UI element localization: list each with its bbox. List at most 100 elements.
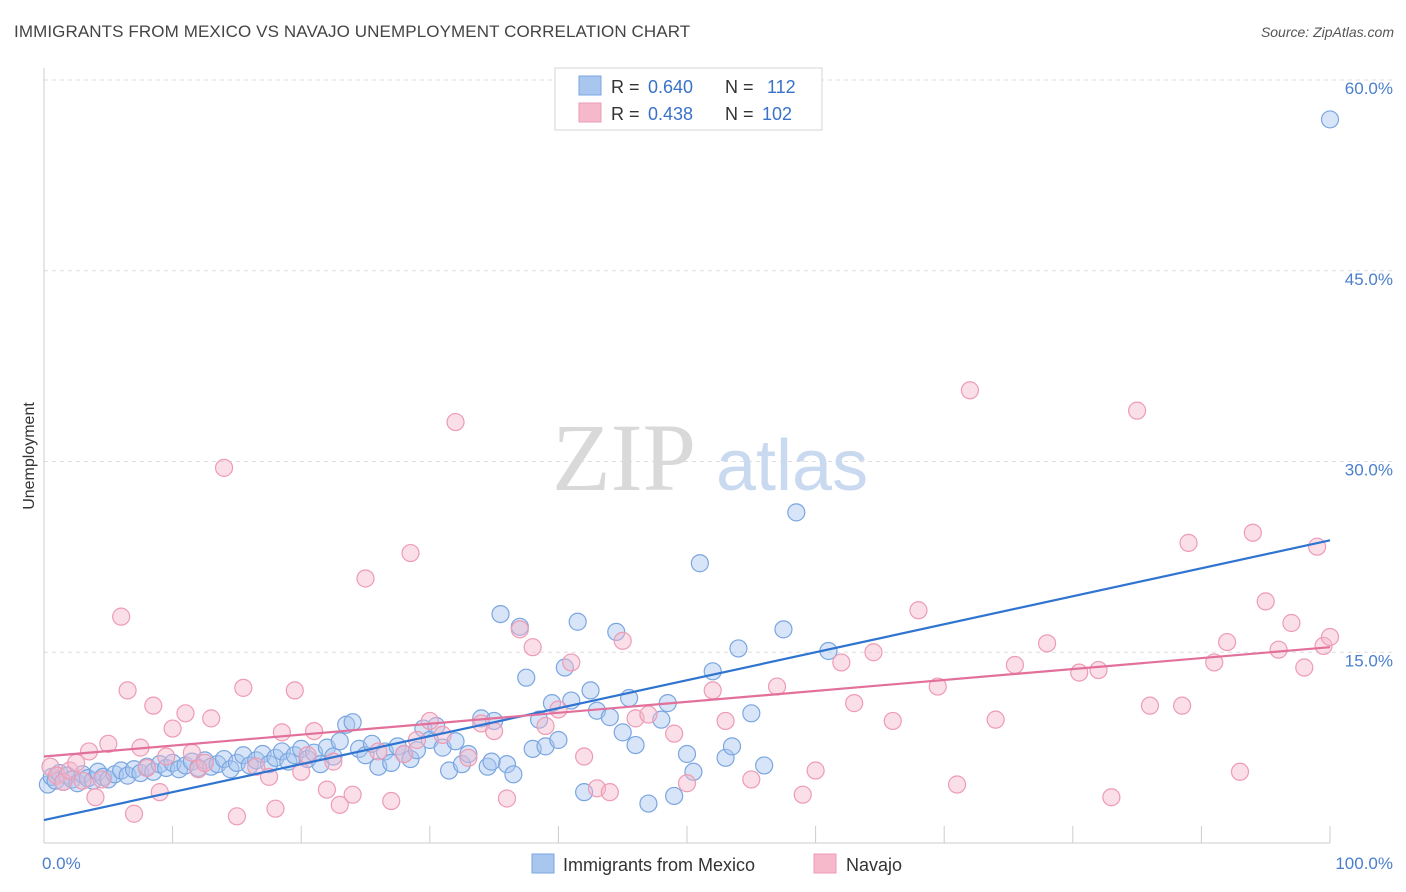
- point-navajo-9: [99, 734, 118, 753]
- point-navajo-56: [562, 653, 581, 672]
- point-mexico-106: [755, 756, 774, 775]
- point-mexico-93: [626, 735, 645, 755]
- point-navajo-34: [304, 721, 324, 741]
- point-navajo-52: [510, 620, 529, 639]
- point-navajo-37: [330, 795, 349, 814]
- y-tick-label-1: 30.0%: [1345, 461, 1393, 480]
- point-navajo-78: [960, 381, 980, 400]
- point-navajo-82: [1070, 663, 1089, 682]
- point-navajo-38: [343, 785, 362, 804]
- point-mexico-90: [607, 622, 626, 642]
- y-axis-label: Unemployment: [21, 402, 38, 510]
- point-navajo-30: [272, 723, 292, 742]
- point-navajo-98: [1314, 636, 1333, 655]
- point-navajo-48: [459, 748, 478, 767]
- point-navajo-25: [227, 807, 246, 826]
- point-navajo-87: [1173, 696, 1192, 715]
- point-navajo-92: [1243, 523, 1262, 542]
- point-navajo-65: [703, 681, 722, 700]
- point-navajo-75: [909, 601, 928, 620]
- point-mexico-74: [497, 755, 517, 774]
- point-navajo-24: [214, 458, 234, 477]
- legend-r-value-mexico: 0.640: [648, 77, 693, 97]
- chart-title: IMMIGRANTS FROM MEXICO VS NAVAJO UNEMPLO…: [14, 22, 691, 41]
- point-mexico-104: [729, 639, 748, 658]
- point-navajo-62: [639, 705, 658, 724]
- point-navajo-77: [947, 775, 967, 794]
- point-navajo-90: [1218, 632, 1237, 652]
- bottom-legend-swatch-mexico: [531, 853, 555, 874]
- point-navajo-23: [202, 709, 221, 728]
- point-navajo-8: [92, 770, 111, 789]
- point-mexico-51: [343, 713, 362, 732]
- point-navajo-42: [394, 744, 414, 764]
- point-mexico-85: [568, 612, 587, 631]
- point-mexico-73: [491, 604, 510, 624]
- point-mexico-69: [459, 744, 478, 764]
- point-navajo-43: [401, 543, 420, 563]
- point-navajo-84: [1102, 788, 1121, 807]
- point-navajo-22: [195, 753, 214, 772]
- bottom-legend-swatch-navajo: [813, 853, 837, 874]
- bottom-legend-label-mexico: Immigrants from Mexico: [563, 855, 755, 875]
- watermark: ZIP atlas: [552, 404, 868, 511]
- point-navajo-64: [677, 774, 697, 793]
- legend-n-value-navajo: 102: [762, 104, 792, 124]
- point-mexico-91: [613, 723, 632, 742]
- point-navajo-5: [73, 771, 92, 790]
- point-navajo-45: [420, 711, 439, 731]
- point-mexico-89: [600, 708, 619, 727]
- y-tick-label-0: 15.0%: [1345, 651, 1393, 670]
- point-navajo-10: [112, 607, 131, 626]
- point-mexico-75: [504, 765, 523, 784]
- bottom-legend: Immigrants from Mexico Navajo: [531, 853, 902, 875]
- point-navajo-57: [575, 747, 594, 766]
- point-navajo-96: [1295, 658, 1314, 677]
- tick-labels: 15.0% 30.0% 45.0% 60.0% 0.0% 100.0%: [42, 79, 1393, 873]
- legend-swatch-mexico: [578, 75, 602, 96]
- point-navajo-70: [806, 761, 825, 780]
- watermark-atlas: atlas: [716, 426, 868, 506]
- point-mexico-110: [482, 752, 501, 771]
- point-mexico-57: [382, 753, 401, 772]
- point-navajo-18: [163, 719, 182, 738]
- point-mexico-105: [742, 704, 761, 723]
- point-mexico-101: [703, 662, 722, 681]
- point-navajo-72: [845, 694, 864, 713]
- point-navajo-79: [986, 710, 1005, 729]
- point-mexico-107: [787, 503, 806, 522]
- point-navajo-11: [118, 681, 137, 700]
- point-navajo-67: [742, 770, 761, 789]
- point-navajo-59: [600, 783, 619, 802]
- point-navajo-83: [1089, 660, 1108, 680]
- point-navajo-54: [536, 716, 555, 736]
- chart-source: Source: ZipAtlas.com: [1260, 24, 1394, 40]
- point-mexico-108: [774, 620, 793, 639]
- point-mexico-49: [330, 732, 349, 751]
- legend-r-label-mexico: R =: [611, 77, 640, 97]
- data-points: [38, 110, 1340, 826]
- legend-swatch-navajo: [578, 102, 602, 123]
- point-mexico-97: [665, 786, 684, 806]
- point-navajo-12: [124, 804, 144, 823]
- point-navajo-3: [60, 761, 79, 780]
- point-navajo-47: [446, 412, 465, 432]
- point-navajo-29: [266, 799, 285, 818]
- point-navajo-27: [247, 757, 266, 776]
- legend-n-value-mexico: 112: [767, 77, 796, 97]
- point-navajo-71: [832, 653, 851, 672]
- point-navajo-31: [285, 681, 304, 700]
- point-mexico-77: [517, 668, 536, 687]
- axes: [43, 68, 1331, 844]
- point-navajo-17: [157, 747, 176, 766]
- legend: R = 0.640 N = 112 R = 0.438 N = 102: [554, 67, 823, 131]
- point-navajo-86: [1140, 696, 1160, 715]
- legend-r-value-navajo: 0.438: [648, 104, 693, 124]
- point-navajo-95: [1282, 613, 1301, 633]
- point-mexico-99: [684, 762, 703, 781]
- point-navajo-60: [613, 631, 632, 650]
- point-navajo-93: [1256, 592, 1275, 611]
- point-navajo-0: [41, 757, 60, 776]
- point-navajo-94: [1269, 640, 1288, 659]
- point-mexico-103: [722, 737, 742, 756]
